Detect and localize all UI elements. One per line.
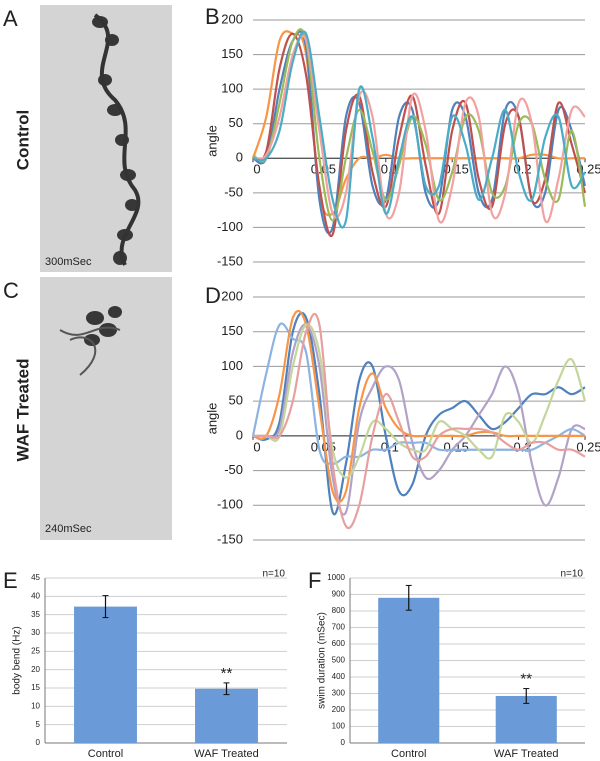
series-line xyxy=(252,34,586,224)
y-tick-label: 40 xyxy=(31,591,40,600)
y-tick-label: 300 xyxy=(332,689,346,698)
y-tick-label: 35 xyxy=(31,610,40,619)
bar xyxy=(195,688,258,743)
condition-label: WAF Treated xyxy=(13,359,32,462)
bar xyxy=(74,606,137,743)
y-axis-label: angle xyxy=(204,403,219,435)
x-tick-label: Control xyxy=(391,748,426,760)
y-axis-label: swim duration (mSec) xyxy=(317,612,328,709)
panel-letter: E xyxy=(3,568,18,593)
series-line xyxy=(252,311,586,516)
photo-caption: 240mSec xyxy=(45,523,92,535)
y-tick-label: -100 xyxy=(217,497,243,512)
y-axis-label: angle xyxy=(204,125,219,157)
x-tick-label: 0.25 xyxy=(576,439,600,454)
y-tick-label: 20 xyxy=(31,665,40,674)
y-tick-label: 5 xyxy=(36,720,41,729)
y-tick-label: 700 xyxy=(332,623,346,632)
y-tick-label: -150 xyxy=(217,531,243,546)
x-tick-label: 0 xyxy=(253,162,260,177)
y-tick-label: 400 xyxy=(332,672,346,681)
note: n=10 xyxy=(262,569,285,580)
y-tick-label: 10 xyxy=(31,701,40,710)
panel-letter: F xyxy=(308,568,321,593)
y-tick-label: 0 xyxy=(236,150,243,165)
y-tick-label: 15 xyxy=(31,683,40,692)
x-tick-label: 0.15 xyxy=(444,162,469,177)
significance: ** xyxy=(520,671,532,688)
y-tick-label: 200 xyxy=(221,11,243,26)
y-tick-label: 0 xyxy=(341,738,346,747)
y-tick-label: 50 xyxy=(229,393,243,408)
y-tick-label: -150 xyxy=(217,253,243,268)
panel-letter: C xyxy=(3,278,19,303)
y-tick-label: 25 xyxy=(31,646,40,655)
significance: ** xyxy=(221,665,233,682)
y-tick-label: 150 xyxy=(221,46,243,61)
series-line xyxy=(252,32,587,238)
x-tick-label: 0 xyxy=(253,439,260,454)
y-tick-label: -100 xyxy=(217,219,243,234)
y-tick-label: 30 xyxy=(31,628,40,637)
series-line xyxy=(252,30,586,229)
y-tick-label: 200 xyxy=(332,705,346,714)
y-tick-label: 45 xyxy=(31,573,40,582)
note: n=10 xyxy=(560,569,583,580)
y-axis-label: body bend (Hz) xyxy=(12,626,23,694)
y-tick-label: 50 xyxy=(229,115,243,130)
y-tick-label: -50 xyxy=(224,462,243,477)
photo-caption: 300mSec xyxy=(45,256,92,268)
y-tick-label: 600 xyxy=(332,639,346,648)
series-line xyxy=(252,323,586,516)
panel-letter: D xyxy=(205,283,221,308)
y-tick-label: 100 xyxy=(332,722,346,731)
y-tick-label: 100 xyxy=(221,358,243,373)
y-tick-label: 0 xyxy=(236,427,243,442)
y-tick-label: 500 xyxy=(332,656,346,665)
y-tick-label: 0 xyxy=(36,738,41,747)
y-tick-label: 200 xyxy=(221,288,243,303)
panel-letter: A xyxy=(3,6,18,31)
x-tick-label: WAF Treated xyxy=(494,748,558,760)
y-tick-label: -50 xyxy=(224,184,243,199)
bar xyxy=(378,597,440,743)
series-line xyxy=(253,312,586,530)
x-tick-label: WAF Treated xyxy=(194,748,258,760)
series-line xyxy=(253,323,587,479)
y-tick-label: 150 xyxy=(221,323,243,338)
photo-a xyxy=(40,5,172,272)
y-tick-label: 900 xyxy=(332,590,346,599)
x-tick-label: Control xyxy=(88,748,123,760)
y-tick-label: 800 xyxy=(332,606,346,615)
y-tick-label: 1000 xyxy=(327,573,345,582)
series-line xyxy=(251,322,586,465)
y-tick-label: 100 xyxy=(221,81,243,96)
photo-c xyxy=(40,277,172,540)
condition-label: Control xyxy=(13,110,32,170)
panel-letter: B xyxy=(205,4,220,29)
